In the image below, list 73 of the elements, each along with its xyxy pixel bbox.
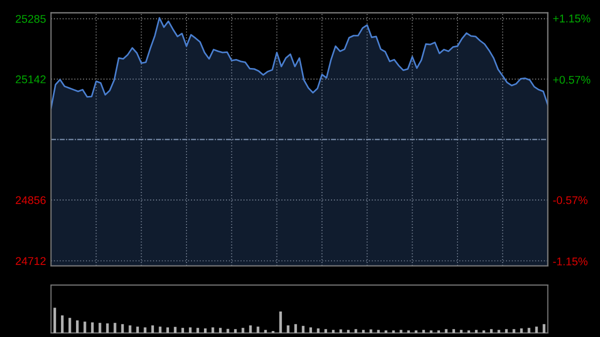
bar xyxy=(234,329,237,333)
bar xyxy=(339,329,342,333)
bar xyxy=(505,329,508,333)
bar xyxy=(482,330,486,333)
bar xyxy=(174,326,177,333)
bar xyxy=(204,328,207,333)
bar xyxy=(128,325,132,333)
bar xyxy=(196,328,200,333)
bar xyxy=(467,330,470,333)
bar xyxy=(542,324,546,333)
bar xyxy=(400,330,402,333)
bar xyxy=(354,329,358,333)
bar xyxy=(279,312,282,333)
bar xyxy=(181,328,184,333)
bar xyxy=(98,322,102,333)
bar xyxy=(528,328,530,333)
bar xyxy=(212,327,214,333)
bar xyxy=(302,326,304,333)
bar xyxy=(324,329,328,333)
bar xyxy=(535,326,538,333)
bar xyxy=(347,330,350,333)
y2-tick-label: -1.15% xyxy=(553,258,588,266)
bar xyxy=(226,328,230,333)
bar xyxy=(256,326,260,333)
bar xyxy=(286,325,290,333)
bar xyxy=(264,330,267,333)
bar xyxy=(249,325,252,333)
y-tick-label: 25142 xyxy=(16,75,46,84)
bar xyxy=(219,328,222,333)
bar xyxy=(316,328,320,333)
bar xyxy=(294,324,297,333)
y-tick-label: 24856 xyxy=(16,196,46,204)
bar xyxy=(114,322,116,333)
bar xyxy=(144,327,146,333)
bar xyxy=(430,330,432,333)
bar xyxy=(166,327,169,333)
bar xyxy=(407,330,410,333)
bar xyxy=(309,327,312,333)
bar xyxy=(422,330,425,333)
bar xyxy=(332,330,335,333)
bar xyxy=(158,326,162,333)
bar xyxy=(377,330,380,333)
bar xyxy=(121,324,124,333)
bar xyxy=(84,322,86,333)
bar xyxy=(474,330,478,333)
bar xyxy=(68,318,72,333)
bar xyxy=(188,327,192,333)
bar xyxy=(460,330,463,333)
bar xyxy=(151,325,154,333)
bar xyxy=(437,330,440,333)
bar xyxy=(452,329,456,333)
bar xyxy=(392,330,395,333)
bar xyxy=(444,329,448,333)
bar xyxy=(520,328,523,333)
bar xyxy=(76,320,79,333)
y-tick-label: 25285 xyxy=(16,14,46,23)
bar xyxy=(53,308,56,333)
bar xyxy=(136,326,139,333)
y2-tick-label: +1.15% xyxy=(553,14,590,22)
bar xyxy=(242,328,244,333)
y2-tick-label: -0.57% xyxy=(553,196,588,204)
bar xyxy=(106,323,109,333)
bar xyxy=(60,315,64,333)
bar xyxy=(512,329,516,333)
bar xyxy=(370,329,372,333)
bar xyxy=(490,329,493,333)
y2-tick-label: +0.57% xyxy=(553,76,590,84)
y-tick-label: 24712 xyxy=(16,257,46,265)
bar xyxy=(384,330,388,333)
bar xyxy=(414,330,418,333)
bar xyxy=(91,322,94,333)
bar xyxy=(498,330,500,333)
bar xyxy=(362,330,365,333)
